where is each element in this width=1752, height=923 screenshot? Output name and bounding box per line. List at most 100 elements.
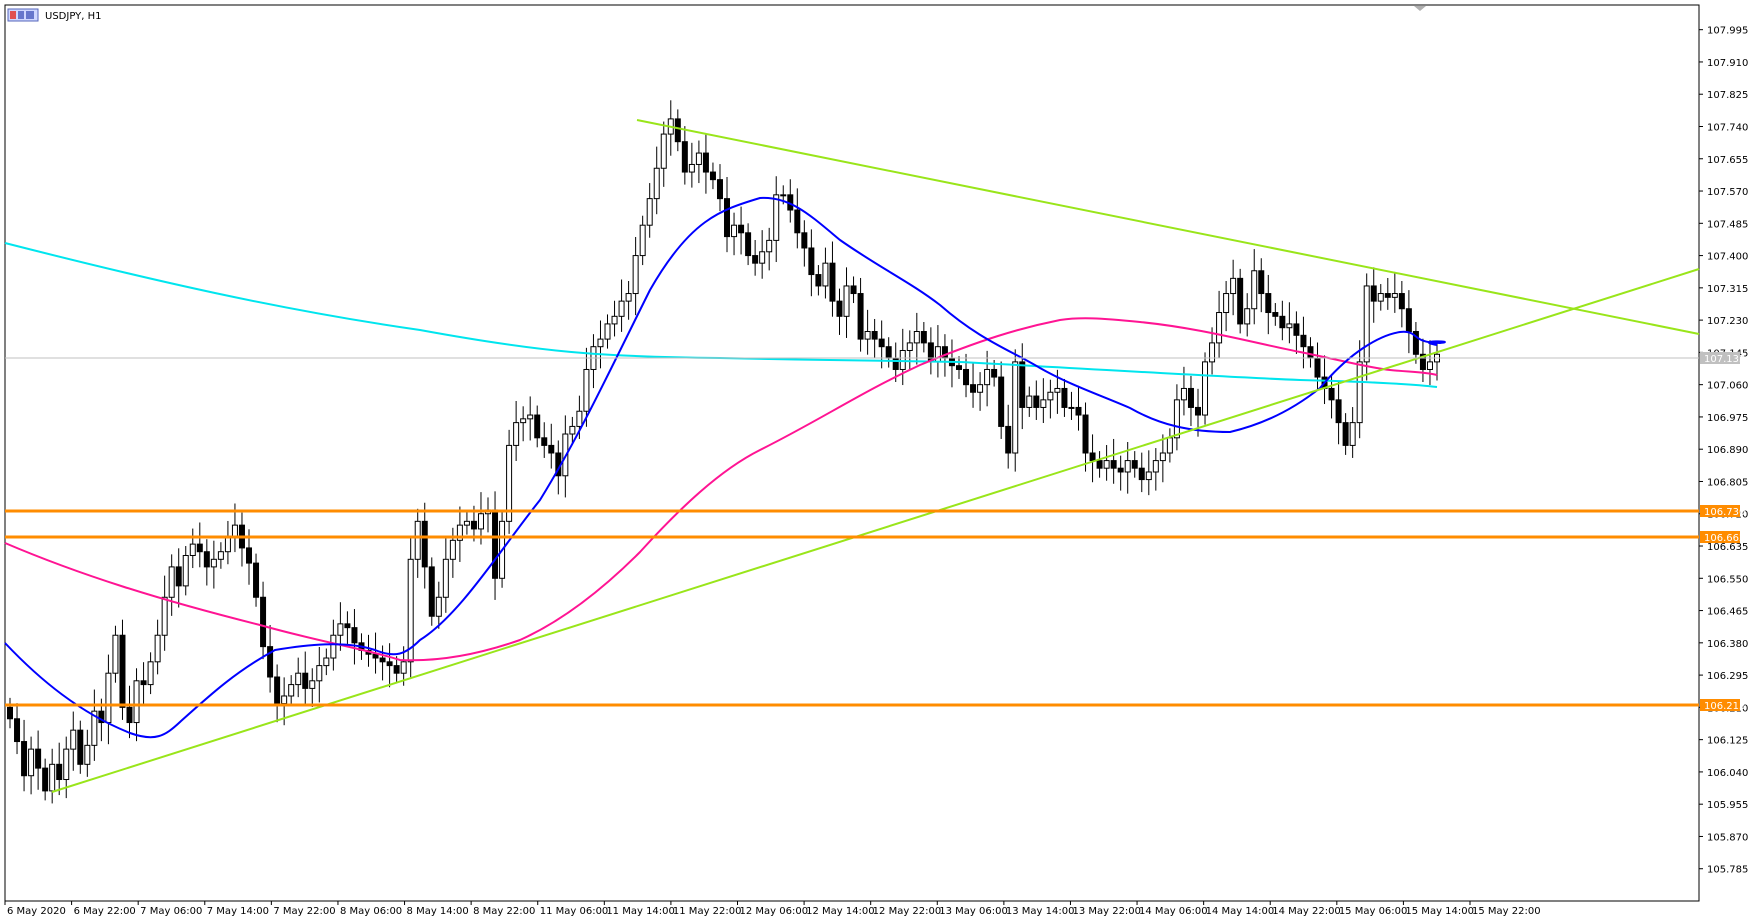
candle-bull (224, 536, 231, 553)
candle-bull (112, 634, 119, 674)
scroll-marker-icon[interactable] (1414, 6, 1426, 11)
candle-bear (1265, 293, 1272, 314)
candle-bear (1300, 334, 1307, 348)
candle-bear (42, 767, 49, 792)
ma-blue-line (4, 196, 1446, 739)
y-tick-label: 107.570 (1707, 187, 1748, 198)
y-tick-label: 106.380 (1707, 639, 1748, 650)
candle-bull (154, 634, 161, 663)
candle-bull (1068, 406, 1075, 409)
candle-bear (1335, 399, 1342, 424)
candle-bull (1202, 361, 1209, 416)
candle-bull (822, 262, 829, 287)
indicator-lines (4, 196, 1446, 739)
candle-bull (288, 684, 295, 697)
candle-bull (1145, 471, 1152, 481)
candle-bull (84, 744, 91, 765)
x-tick-label: 14 May 14:00 (1206, 906, 1275, 917)
candle-bull (1103, 460, 1110, 469)
y-tick-label: 105.785 (1707, 865, 1748, 876)
candle-bull (1356, 361, 1363, 424)
candle-bull (618, 300, 625, 317)
candle-bull (1349, 422, 1356, 446)
candle-bull (646, 198, 653, 226)
candle-bull (1166, 437, 1173, 454)
candle-bull (1223, 293, 1230, 314)
candle-bear (1398, 293, 1405, 310)
y-tick-label: 105.870 (1707, 832, 1748, 843)
horizontal-levels (5, 357, 1699, 707)
candle-bear (1061, 387, 1068, 408)
candle-bear (1258, 270, 1265, 295)
candle-bull (1173, 399, 1180, 439)
candle-bear (1279, 315, 1286, 329)
candle-bull (913, 331, 920, 344)
chart-title: USDJPY, H1 (45, 11, 101, 22)
candle-bull (625, 293, 632, 302)
x-tick-label: 7 May 22:00 (273, 906, 335, 917)
candle-bear (801, 232, 808, 249)
x-tick-label: 11 May 14:00 (606, 906, 675, 917)
candle-bear (836, 300, 843, 317)
candle-bear (126, 706, 133, 724)
candle-bull (766, 239, 773, 253)
candle-bull (49, 763, 56, 792)
candle-bear (119, 634, 126, 708)
candle-bull (639, 224, 646, 257)
x-tick-label: 13 May 06:00 (939, 906, 1008, 917)
candle-bear (1005, 425, 1012, 454)
candle-bull (653, 167, 660, 200)
candle-bear (970, 384, 977, 393)
candle-bear (885, 346, 892, 359)
candle-bull (1426, 361, 1433, 370)
candle-bear (534, 414, 541, 439)
y-tick-label: 106.635 (1707, 542, 1748, 553)
candle-bull (231, 524, 238, 538)
y-tick-label: 106.890 (1707, 445, 1748, 456)
candle-bear (77, 729, 84, 765)
candle-bull (400, 661, 407, 674)
candle-bear (716, 179, 723, 200)
candle-bear (1110, 460, 1117, 469)
candle-bear (1187, 387, 1194, 408)
candle-bull (91, 710, 98, 746)
x-tick-label: 15 May 22:00 (1472, 906, 1541, 917)
level-106-730-tag: 106.730 (1704, 507, 1745, 518)
x-tick-label: 13 May 22:00 (1072, 906, 1141, 917)
candle-bull (695, 152, 702, 165)
y-tick-label: 107.060 (1707, 381, 1748, 392)
candle-bear (1082, 414, 1089, 454)
candle-bear (260, 596, 267, 648)
candle-bear (386, 661, 393, 667)
candle-bull (161, 596, 168, 636)
y-tick-label: 106.805 (1707, 477, 1748, 488)
candle-bear (393, 665, 400, 674)
x-tick-label: 15 May 14:00 (1405, 906, 1474, 917)
candle-bull (1377, 293, 1384, 302)
candle-bear (1272, 312, 1279, 317)
candle-bear (1131, 460, 1138, 469)
ma-cyan-line (4, 242, 1438, 388)
price-axis: 107.995 107.910 107.825 107.740 107.655 107.5… (1699, 26, 1748, 876)
candle-bull (632, 255, 639, 295)
candle-bear (1370, 285, 1377, 302)
candle-bull (1124, 460, 1131, 473)
candle-bull (583, 368, 590, 412)
level-106-213-tag: 106.213 (1704, 701, 1745, 712)
candle-bull (1012, 361, 1019, 454)
candle-bear (815, 274, 822, 287)
candle-bear (344, 623, 351, 629)
candle-bear (1194, 406, 1201, 416)
candle-bull (1159, 452, 1166, 462)
candle-bull (611, 315, 618, 325)
candle-bull (759, 251, 766, 264)
candle-bull (1216, 312, 1223, 344)
candle-bull (442, 558, 449, 598)
x-tick-label: 12 May 14:00 (806, 906, 875, 917)
trendline-resistance (636, 119, 1700, 335)
candle-bull (70, 729, 77, 750)
candle-bull (1209, 342, 1216, 363)
candle-bull (527, 414, 534, 420)
candle-bull (773, 194, 780, 241)
